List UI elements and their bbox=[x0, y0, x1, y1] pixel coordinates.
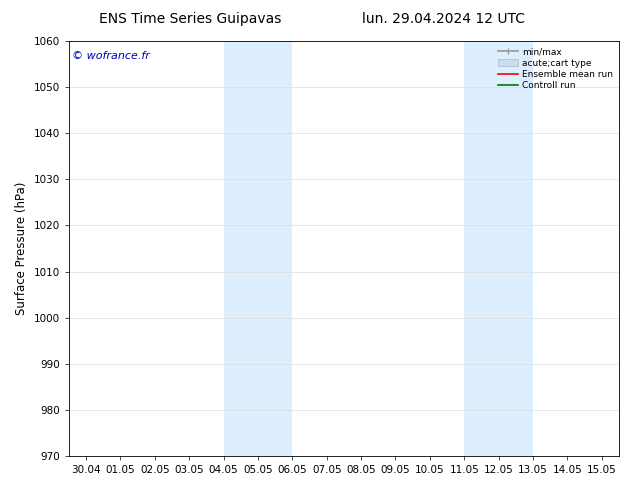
Text: lun. 29.04.2024 12 UTC: lun. 29.04.2024 12 UTC bbox=[362, 12, 526, 26]
Legend: min/max, acute;cart type, Ensemble mean run, Controll run: min/max, acute;cart type, Ensemble mean … bbox=[496, 46, 614, 92]
Text: © wofrance.fr: © wofrance.fr bbox=[72, 51, 150, 61]
Bar bbox=[464, 41, 533, 456]
Bar bbox=[224, 41, 292, 456]
Text: ENS Time Series Guipavas: ENS Time Series Guipavas bbox=[99, 12, 281, 26]
Y-axis label: Surface Pressure (hPa): Surface Pressure (hPa) bbox=[15, 182, 28, 315]
